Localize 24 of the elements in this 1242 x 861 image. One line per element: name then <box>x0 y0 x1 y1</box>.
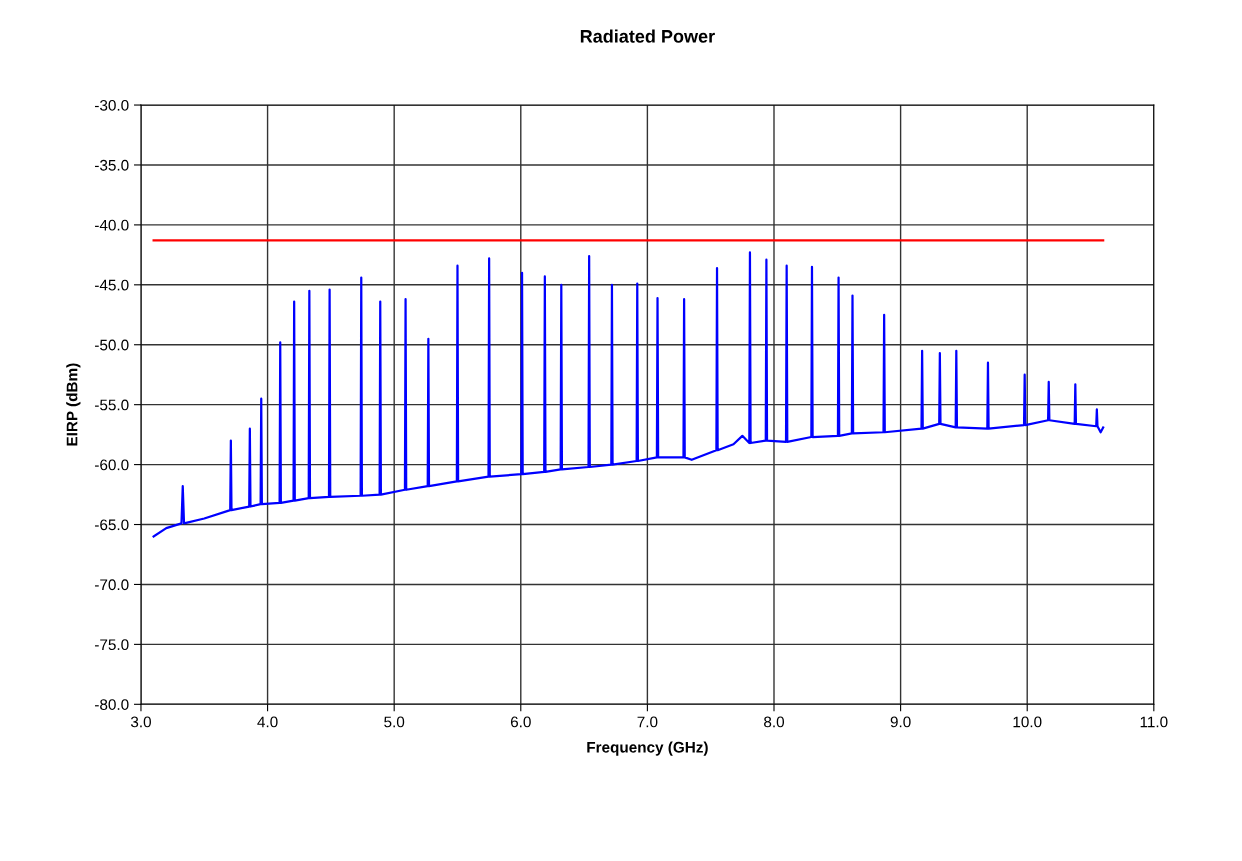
y-tick-label: -50.0 <box>95 339 129 351</box>
x-tick-label: 9.0 <box>890 716 911 728</box>
y-tick-label: -70.0 <box>95 579 129 591</box>
y-tick-label: -80.0 <box>95 699 129 710</box>
y-tick-label: -30.0 <box>95 99 129 111</box>
x-tick-label: 8.0 <box>764 716 785 728</box>
x-tick-label: 3.0 <box>130 716 151 728</box>
x-axis-title: Frequency (GHz) <box>587 741 708 756</box>
y-tick-label: -35.0 <box>95 159 129 171</box>
x-tick-label: 11.0 <box>1140 716 1168 728</box>
x-tick-label: 4.0 <box>257 716 278 728</box>
chart-title: Radiated Power <box>580 29 715 43</box>
y-axis-title: EIRP (dBm) <box>66 363 81 446</box>
x-tick-label: 6.0 <box>510 716 531 728</box>
x-tick-label: 5.0 <box>384 716 405 728</box>
line-series <box>152 251 1105 538</box>
y-tick-label: -65.0 <box>95 519 129 531</box>
y-tick-label: -45.0 <box>95 279 129 291</box>
x-tick-label: 10.0 <box>1013 716 1042 728</box>
x-tick-label: 7.0 <box>637 716 658 728</box>
y-tick-label: -55.0 <box>95 399 129 411</box>
y-tick-label: -75.0 <box>95 639 129 651</box>
y-tick-label: -60.0 <box>95 459 129 471</box>
y-tick-label: -40.0 <box>95 219 129 231</box>
